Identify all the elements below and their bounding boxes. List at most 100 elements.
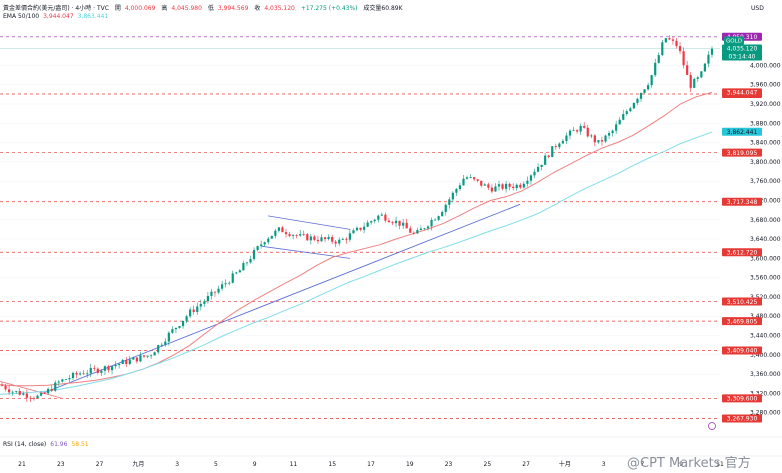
candle-body: [448, 199, 451, 205]
candle-body: [636, 98, 639, 103]
x-tick-label: 3: [602, 461, 606, 468]
candle-body: [583, 125, 586, 128]
candle-body: [480, 180, 483, 186]
open-label: 開: [114, 5, 121, 12]
symbol-header: 黃金差價合約(美元/盎司) · 4小時 · TVC 開 4,000.069 高 4,…: [3, 3, 407, 12]
candle-body: [47, 388, 50, 394]
candle-body: [171, 329, 174, 333]
candle-body: [629, 108, 632, 112]
candle-body: [121, 360, 124, 364]
candle-body: [281, 227, 284, 233]
y-tick-label: 4,000.000: [750, 62, 781, 69]
candle-body: [199, 303, 202, 307]
candle-body: [373, 219, 376, 222]
ema100-tag: [722, 127, 762, 136]
candle-body: [430, 219, 433, 227]
y-tick-label: 3,720.000: [750, 197, 781, 204]
candle-body: [313, 236, 316, 240]
candle-body: [359, 227, 362, 230]
candle-body: [380, 214, 383, 216]
candle-body: [292, 235, 295, 237]
candle-body: [100, 370, 103, 373]
candle-body: [497, 184, 501, 187]
candle-body: [263, 242, 266, 245]
candle-body: [249, 259, 252, 263]
candle-body: [206, 295, 209, 302]
ema50-tag-label: 3,944.047: [727, 90, 758, 97]
candle-body: [377, 215, 380, 220]
level-tag-label: 3,469.805: [727, 318, 758, 325]
candle-body: [647, 85, 650, 90]
level-tag-label: 3,717.348: [727, 199, 758, 206]
candle-body: [348, 233, 351, 240]
candle-body: [284, 232, 288, 235]
candle-body: [675, 40, 678, 47]
candle-body: [625, 111, 628, 115]
y-tick-label: 3,920.000: [750, 101, 781, 108]
candle-body: [558, 143, 561, 148]
candle-body: [469, 177, 472, 178]
x-tick-label: 7: [641, 461, 645, 468]
candle-body: [490, 187, 493, 192]
candle-body: [57, 381, 60, 383]
candle-body: [554, 146, 557, 148]
x-tick-label: 15: [328, 461, 336, 468]
x-tick-label: 九月: [132, 460, 144, 468]
y-tick-label: 3,400.000: [750, 352, 781, 359]
candle-body: [501, 184, 504, 189]
candle-body: [4, 385, 7, 390]
candle-body: [664, 38, 667, 43]
candle-body: [139, 355, 142, 362]
trendline-main: [39, 203, 521, 395]
candle-body: [579, 125, 582, 132]
candle-body: [217, 288, 220, 293]
candle-body: [29, 397, 32, 399]
level-tag: [722, 346, 762, 355]
candle-body: [586, 127, 589, 137]
y-tick-label: 3,640.000: [750, 236, 781, 243]
y-tick-label: 3,840.000: [750, 140, 781, 147]
candle-body: [345, 238, 348, 240]
y-tick-label: 3,800.000: [750, 159, 781, 166]
candle-body: [458, 185, 462, 190]
candle-body: [270, 235, 273, 239]
candle-body: [277, 227, 280, 231]
candle-body: [423, 228, 426, 230]
candle-body: [15, 391, 18, 392]
level-tag: [722, 414, 762, 423]
candle-body: [103, 366, 107, 371]
level-tag-label: 3,409.040: [727, 348, 758, 355]
ema50-tag: [722, 88, 762, 97]
candle-body: [338, 239, 341, 244]
candle-body: [355, 227, 359, 231]
candle-body: [309, 236, 312, 241]
rsi-ma-value: 58.51: [71, 441, 89, 448]
ema-legend[interactable]: EMA 50/100 3,944.047 3,863.441: [3, 13, 108, 20]
trendline-early: [0, 380, 63, 399]
level-tag-label: 3,510.425: [727, 299, 758, 306]
candle-body: [654, 62, 657, 76]
candle-body: [444, 204, 447, 212]
rsi-value: 61.96: [50, 441, 68, 448]
candle-body: [412, 232, 415, 234]
x-tick-label: 27: [522, 461, 530, 468]
candle-body: [54, 382, 57, 391]
candle-body: [465, 177, 469, 179]
candle-body: [82, 373, 85, 375]
y-tick-label: 3,440.000: [750, 333, 781, 340]
candle-body: [639, 92, 643, 99]
candle-body: [36, 395, 39, 399]
ema50-value: 3,944.047: [43, 13, 74, 20]
candle-body: [419, 228, 422, 231]
candle-body: [483, 184, 486, 186]
candle-body: [135, 357, 138, 362]
candle-body: [604, 135, 607, 142]
candle-body: [160, 344, 163, 346]
candle-body: [508, 183, 511, 187]
rsi-legend[interactable]: RSI (14, close) 61.96 58.51: [3, 441, 89, 448]
candle-body: [213, 291, 217, 293]
y-tick-label: 3,600.000: [750, 255, 781, 262]
candle-body: [61, 379, 64, 382]
y-tick-label: 3,320.000: [750, 390, 781, 397]
